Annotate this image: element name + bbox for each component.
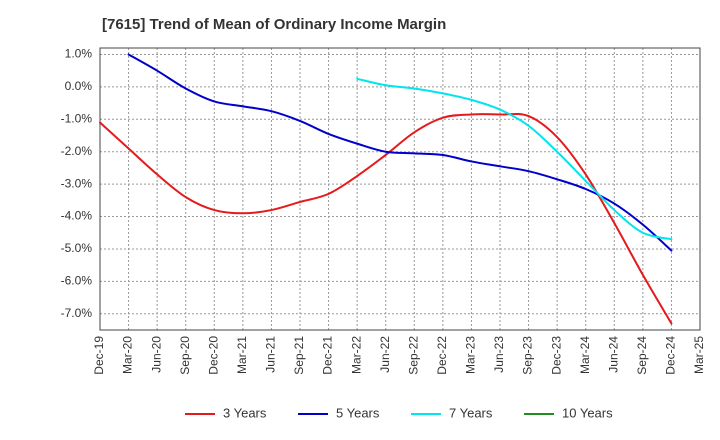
x-tick-label: Sep-20 [178,336,192,375]
legend: 3 Years 5 Years 7 Years 10 Years [185,405,613,420]
x-tick-label: Mar-21 [235,336,249,374]
x-tick-label: Mar-23 [464,336,478,374]
series-line-5-years [127,53,673,252]
x-tick-label: Jun-23 [492,336,506,373]
x-tick-label: Dec-21 [321,336,335,375]
y-tick-label: 1.0% [65,47,93,61]
y-tick-label: -6.0% [61,274,93,288]
y-tick-label: -3.0% [61,176,93,190]
x-tick-label: Jun-24 [606,336,620,373]
x-tick-label: Mar-20 [121,336,135,374]
y-tick-label: -2.0% [61,144,93,158]
y-tick-label: -5.0% [61,241,93,255]
series-line-3-years [99,112,673,325]
x-tick-label: Jun-21 [264,336,278,373]
x-tick-label: Dec-19 [92,336,106,375]
x-tick-label: Sep-24 [635,336,649,375]
y-tick-label: -7.0% [61,306,93,320]
x-tick-label: Dec-23 [549,336,563,375]
y-tick-label: -1.0% [61,111,93,125]
x-tick-label: Mar-24 [578,336,592,374]
series-line-7-years [356,77,673,241]
x-tick-label: Sep-22 [406,336,420,375]
x-tick-label: Jun-22 [378,336,392,373]
legend-label-5-years: 5 Years [336,405,380,420]
y-tick-label: -4.0% [61,209,93,223]
y-axis-tick-labels: 1.0% 0.0% -1.0% -2.0% -3.0% -4.0% -5.0% -6.0% -7… [61,47,93,320]
x-tick-label: Dec-22 [435,336,449,375]
legend-label-7-years: 7 Years [449,405,493,420]
x-tick-label: Dec-20 [206,336,220,375]
series-lines [99,53,673,325]
chart-title: [7615] Trend of Mean of Ordinary Income … [102,16,447,33]
x-tick-label: Sep-21 [292,336,306,375]
legend-label-10-years: 10 Years [562,405,613,420]
legend-label-3-years: 3 Years [223,405,267,420]
x-tick-label: Mar-25 [692,336,706,374]
grid-lines [100,48,700,330]
x-tick-label: Mar-22 [349,336,363,374]
x-tick-label: Sep-23 [521,336,535,375]
x-axis-tick-labels: Dec-19 Mar-20 Jun-20 Sep-20 Dec-20 Mar-21 Jun-… [92,336,706,375]
x-tick-label: Jun-20 [149,336,163,373]
plot-area-frame [99,47,701,331]
x-tick-label: Dec-24 [664,336,678,375]
y-tick-label: 0.0% [65,79,93,93]
